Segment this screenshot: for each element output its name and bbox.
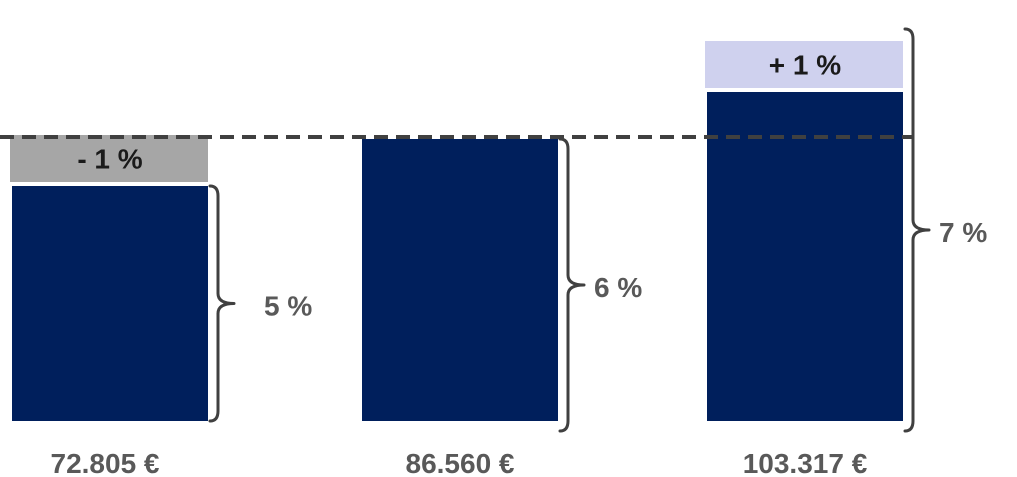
category-label: 103.317 € <box>743 448 868 477</box>
bar <box>12 186 208 421</box>
bracket <box>208 184 236 423</box>
positive-delta-block <box>705 41 903 88</box>
value-label: 6 % <box>594 272 642 303</box>
bar <box>707 92 903 421</box>
category-label: 86.560 € <box>406 448 515 477</box>
value-label: 5 % <box>264 291 312 322</box>
negative-delta-block <box>10 135 208 182</box>
brace-layer <box>208 27 931 433</box>
delta-label: + 1 % <box>769 50 841 81</box>
delta-label: - 1 % <box>77 144 142 175</box>
category-label: 72.805 € <box>51 448 160 477</box>
bars-layer <box>12 92 903 421</box>
bar <box>362 139 558 421</box>
bracket <box>558 137 586 433</box>
delta-layer <box>10 41 903 182</box>
bracket <box>903 27 931 433</box>
value-label: 7 % <box>939 217 987 248</box>
